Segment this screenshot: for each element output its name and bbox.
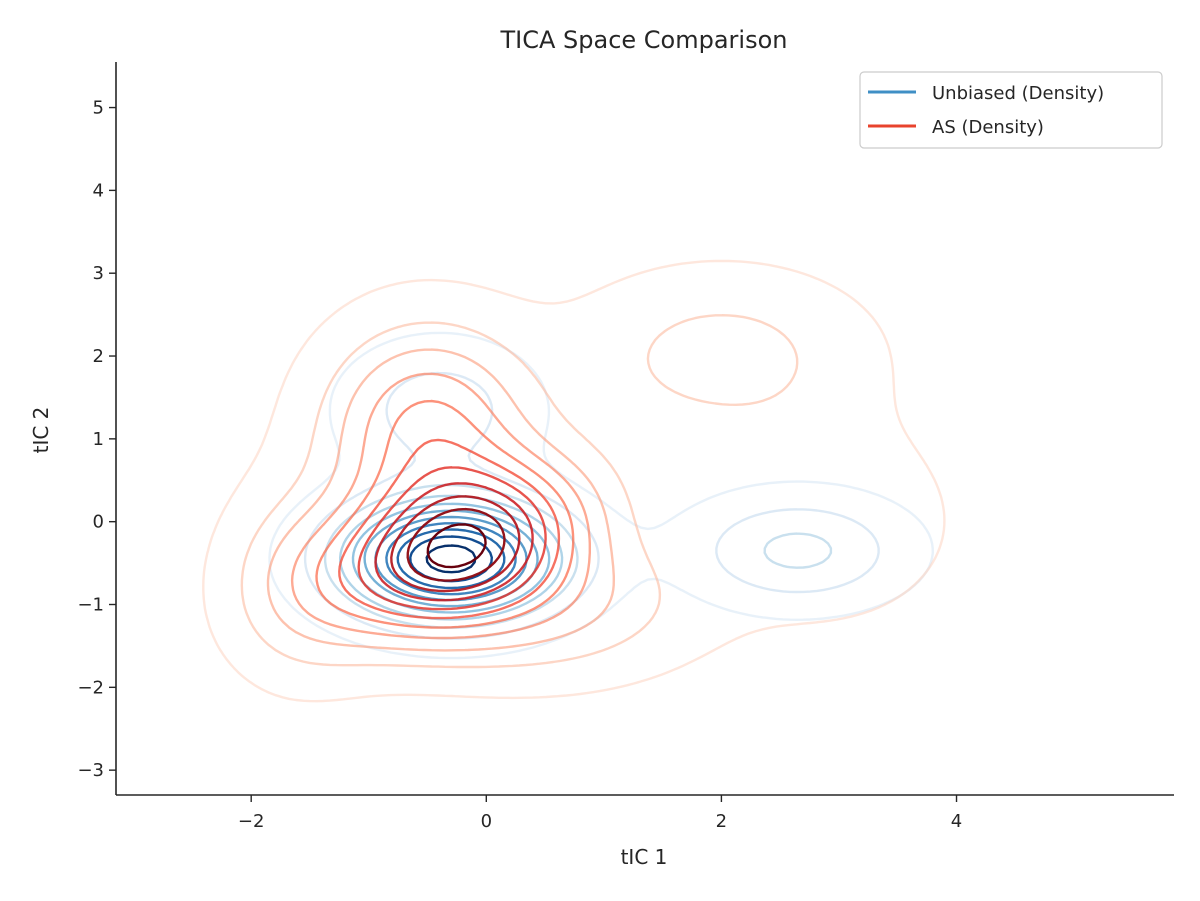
x-tick-label: 4 [951, 811, 962, 832]
y-tick-label: −3 [77, 760, 104, 781]
contour-level [426, 523, 487, 569]
contour-series-0 [268, 331, 934, 660]
y-ticks: −3 −2 −1 0 1 2 3 4 5 [77, 98, 116, 781]
contour-level [357, 466, 547, 611]
y-tick-label: 5 [93, 98, 104, 119]
legend: Unbiased (Density) AS (Density) [859, 71, 1163, 149]
contour-level [406, 507, 506, 582]
y-tick-label: −1 [77, 595, 104, 616]
x-tick-label: 0 [481, 811, 492, 832]
contour-level [351, 502, 551, 614]
y-tick-label: 2 [93, 346, 104, 367]
x-tick-label: 2 [716, 811, 727, 832]
axes [115, 62, 1174, 796]
x-tick-label: −2 [238, 811, 265, 832]
contour-level [315, 399, 575, 629]
contour-level [266, 348, 615, 652]
contour-level [202, 259, 946, 703]
contour-level [374, 482, 534, 602]
contour-series-1 [202, 259, 946, 703]
legend-box [859, 71, 1163, 149]
legend-label-as: AS (Density) [932, 117, 1044, 138]
contour-level [323, 483, 833, 629]
contour-level [240, 314, 799, 669]
contour-level [268, 331, 934, 660]
x-axis-label: tIC 1 [621, 845, 668, 869]
y-axis-label: tIC 2 [29, 407, 53, 454]
contour-layer [202, 259, 946, 703]
contour-level [338, 438, 561, 620]
y-tick-label: 3 [93, 263, 104, 284]
contour-level [290, 372, 591, 640]
chart-title: TICA Space Comparison [499, 26, 787, 54]
y-tick-label: 4 [93, 180, 104, 201]
legend-label-unbiased: Unbiased (Density) [932, 83, 1104, 104]
y-tick-label: 0 [93, 512, 104, 533]
y-tick-label: −2 [77, 677, 104, 698]
x-ticks: −2 0 2 4 [238, 795, 962, 832]
contour-level [390, 495, 521, 593]
y-tick-label: 1 [93, 429, 104, 450]
